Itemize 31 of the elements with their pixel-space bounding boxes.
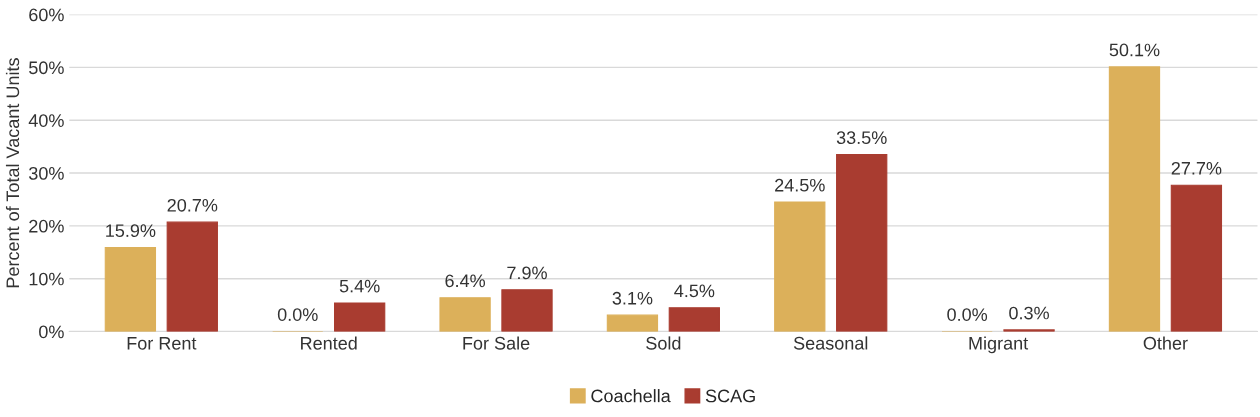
legend-label: Coachella (591, 389, 671, 403)
y-tick-label: 0% (39, 325, 64, 339)
data-label: 5.4% (339, 279, 380, 293)
data-label: 6.4% (445, 274, 486, 288)
data-label: 3.1% (612, 291, 653, 305)
data-label: 0.3% (1009, 306, 1049, 320)
x-tick-label: Migrant (969, 336, 1029, 354)
data-label: 7.9% (507, 266, 547, 280)
y-tick-label: 30% (28, 166, 64, 180)
data-label: 33.5% (836, 131, 887, 145)
data-label: 0.0% (277, 308, 318, 321)
y-axis-title: Percent of Total Vacant Units (5, 58, 20, 288)
y-tick-label: 40% (28, 114, 64, 127)
x-tick-label: Seasonal (793, 336, 868, 350)
data-label: 24.5% (775, 178, 825, 192)
y-tick-label: 50% (29, 61, 64, 75)
data-label: 4.5% (674, 284, 715, 298)
data-label: 50.1% (1109, 43, 1160, 57)
y-tick-label: 20% (29, 219, 64, 233)
legend-label: SCAG (705, 389, 755, 403)
y-tick-label: 60% (29, 8, 64, 22)
data-label: 20.7% (167, 198, 218, 212)
data-label: 0.0% (947, 308, 988, 321)
x-tick-label: Rented (301, 336, 357, 350)
x-tick-label: Sold (646, 336, 681, 350)
data-label: 15.9% (106, 224, 156, 238)
y-tick-label: 10% (29, 272, 64, 286)
x-tick-label: Other (1143, 336, 1188, 350)
x-tick-label: For Rent (127, 337, 197, 350)
data-label: 27.7% (1171, 161, 1222, 175)
x-tick-label: For Sale (463, 336, 530, 350)
